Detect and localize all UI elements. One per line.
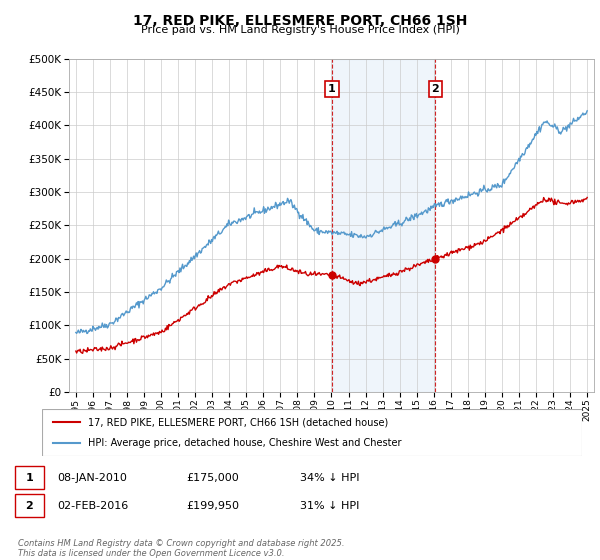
FancyBboxPatch shape: [15, 494, 44, 517]
Text: Price paid vs. HM Land Registry's House Price Index (HPI): Price paid vs. HM Land Registry's House …: [140, 25, 460, 35]
Text: HPI: Average price, detached house, Cheshire West and Chester: HPI: Average price, detached house, Ches…: [88, 438, 401, 448]
Text: £175,000: £175,000: [186, 473, 239, 483]
Text: 02-FEB-2016: 02-FEB-2016: [57, 501, 128, 511]
Text: 34% ↓ HPI: 34% ↓ HPI: [300, 473, 359, 483]
Text: 2: 2: [26, 501, 33, 511]
Text: 1: 1: [26, 473, 33, 483]
FancyBboxPatch shape: [15, 466, 44, 489]
Text: 31% ↓ HPI: 31% ↓ HPI: [300, 501, 359, 511]
Text: 17, RED PIKE, ELLESMERE PORT, CH66 1SH: 17, RED PIKE, ELLESMERE PORT, CH66 1SH: [133, 14, 467, 28]
Text: 08-JAN-2010: 08-JAN-2010: [57, 473, 127, 483]
Text: Contains HM Land Registry data © Crown copyright and database right 2025.
This d: Contains HM Land Registry data © Crown c…: [18, 539, 344, 558]
Text: 17, RED PIKE, ELLESMERE PORT, CH66 1SH (detached house): 17, RED PIKE, ELLESMERE PORT, CH66 1SH (…: [88, 417, 388, 427]
Text: 2: 2: [431, 84, 439, 94]
FancyBboxPatch shape: [42, 409, 582, 456]
Text: 1: 1: [328, 84, 336, 94]
Bar: [332, 59, 436, 392]
Text: £199,950: £199,950: [186, 501, 239, 511]
